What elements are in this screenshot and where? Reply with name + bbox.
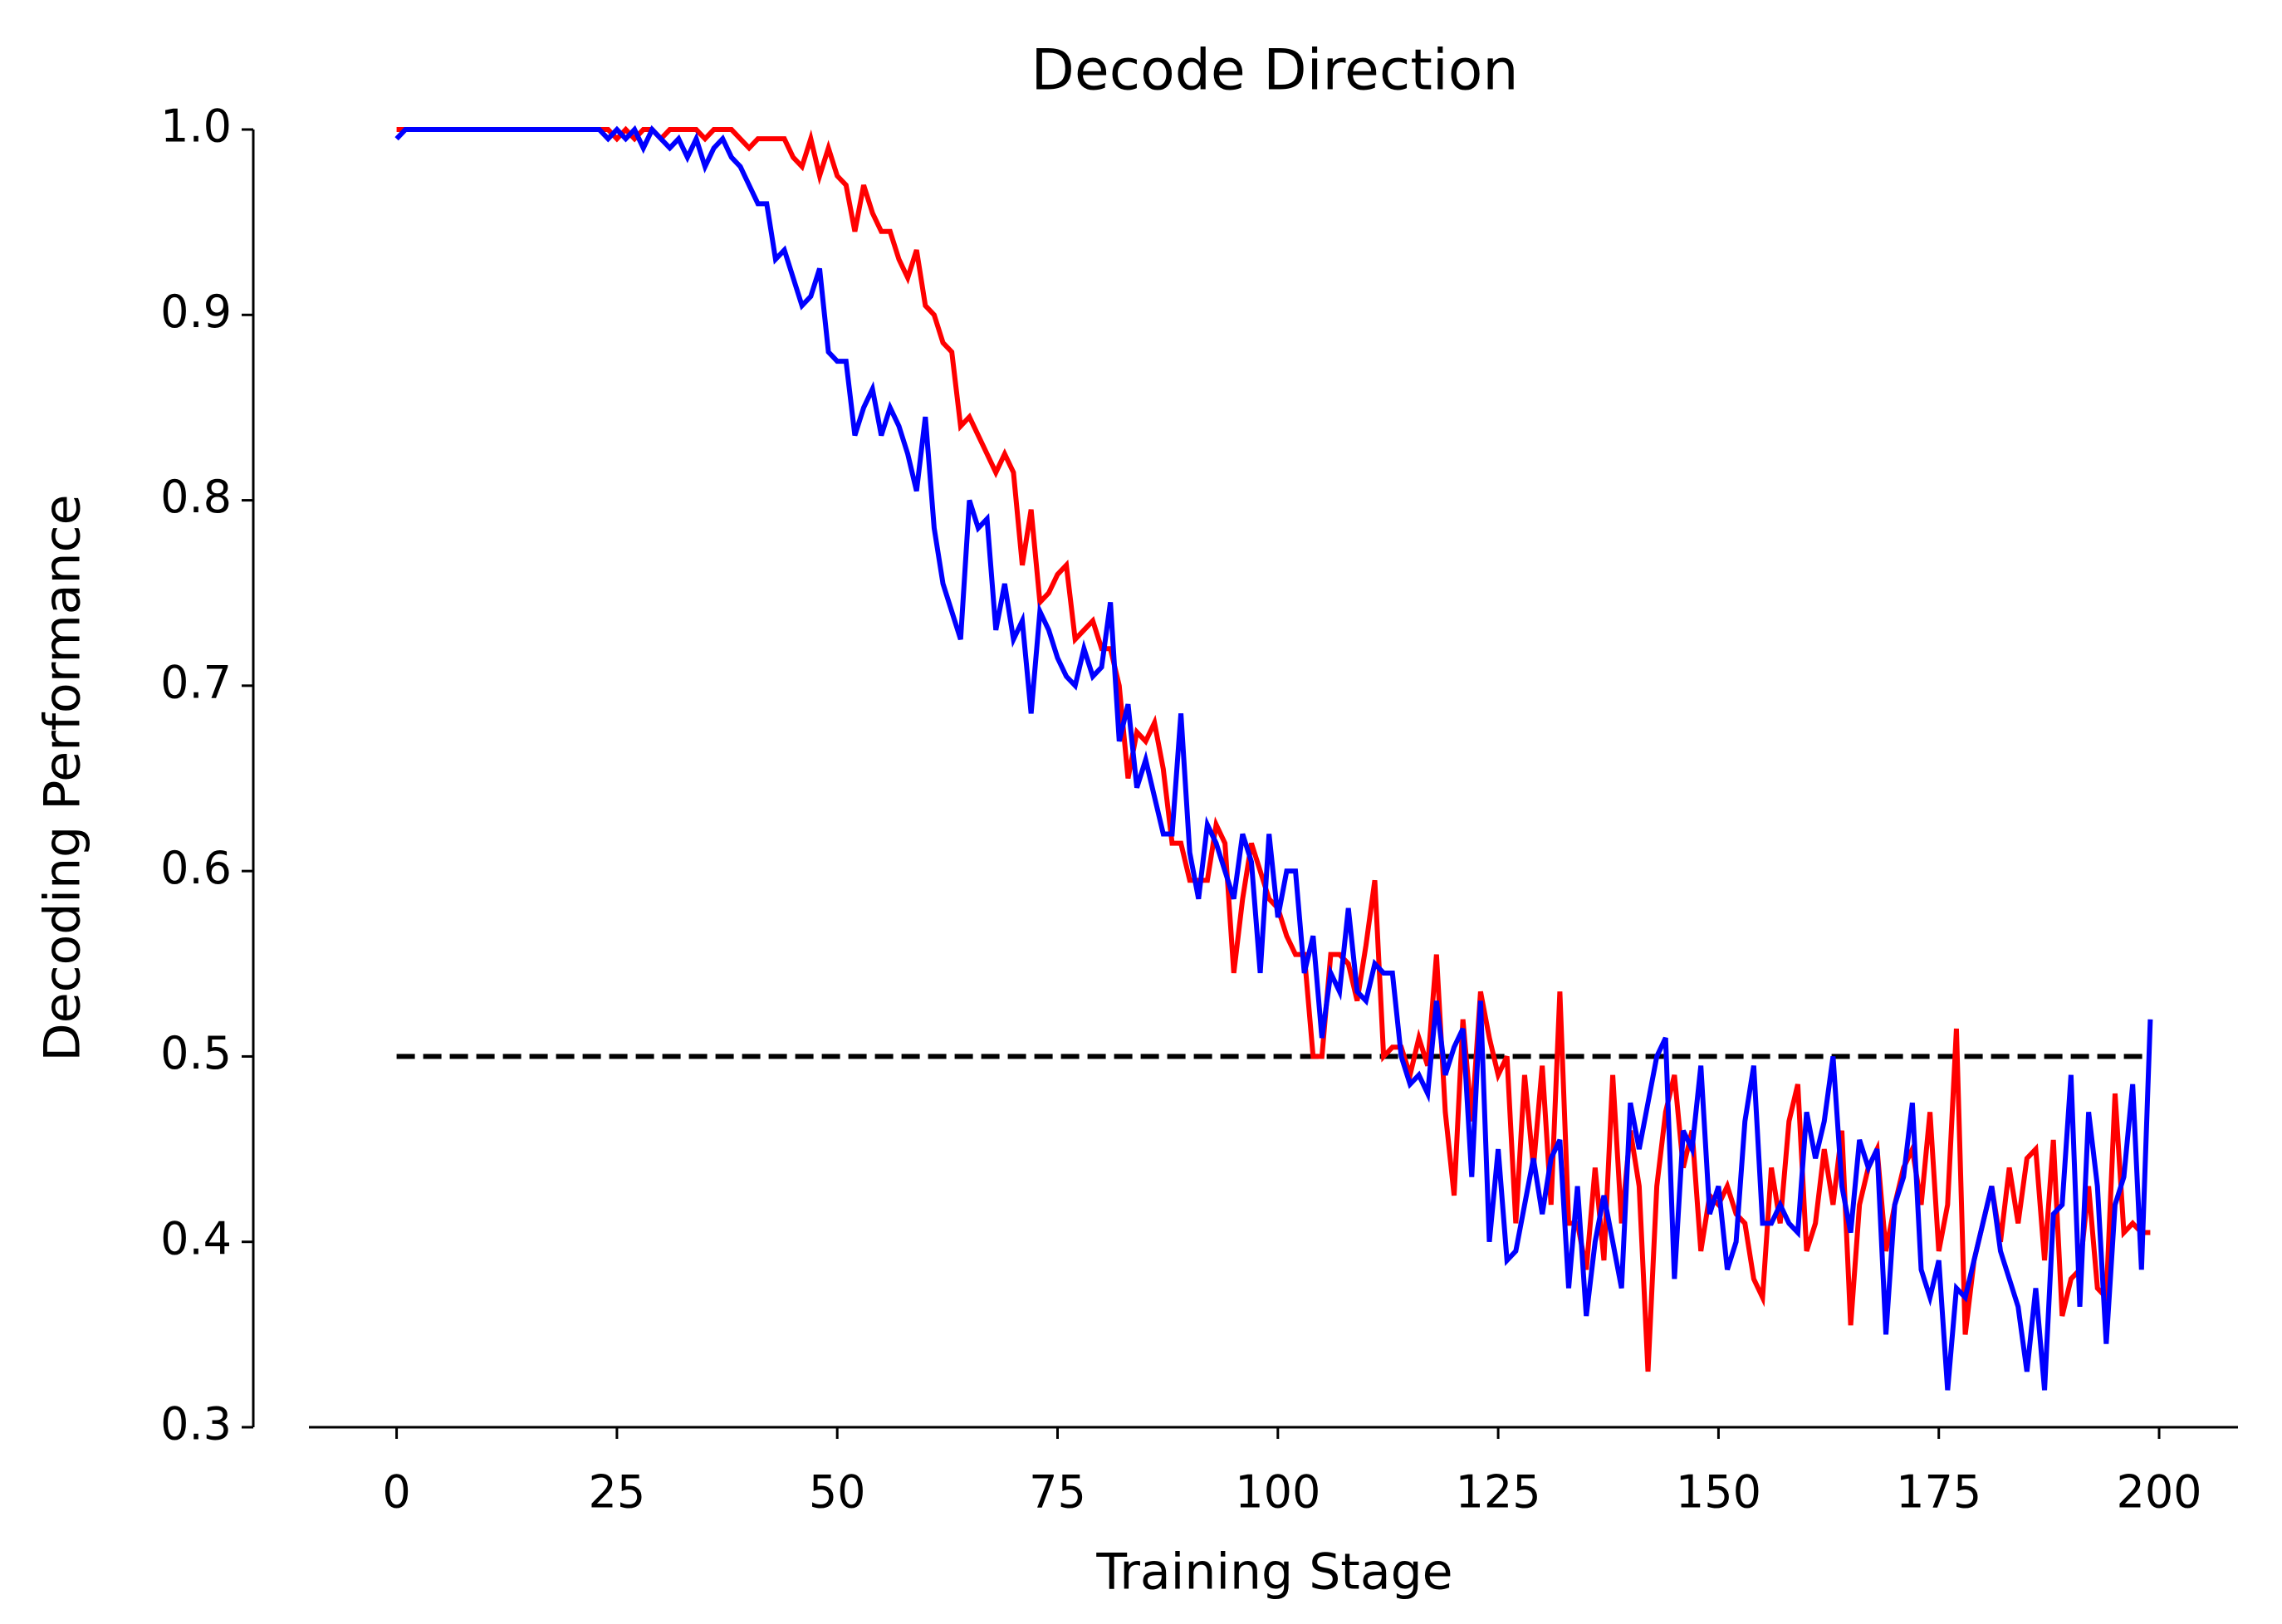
y-tick-label: 0.6: [160, 842, 232, 894]
x-tick-label: 50: [809, 1466, 866, 1519]
x-tick-label: 125: [1456, 1466, 1541, 1519]
x-tick-label: 75: [1029, 1466, 1086, 1519]
series-line: [394, 125, 2153, 1391]
chart-title: Decode Direction: [1031, 38, 1519, 104]
y-tick-label: 0.4: [160, 1212, 232, 1264]
y-tick-label: 0.8: [160, 471, 232, 523]
y-tick-label: 0.5: [160, 1027, 232, 1079]
x-axis-label: Training Stage: [1095, 1543, 1452, 1602]
x-tick-label: 100: [1235, 1466, 1320, 1519]
y-tick-label: 1.0: [160, 100, 232, 153]
series-line: [396, 125, 2151, 1372]
x-tick-label: 200: [2116, 1466, 2201, 1519]
x-tick-label: 0: [382, 1466, 410, 1519]
x-tick-label: 25: [589, 1466, 646, 1519]
x-tick-label: 175: [1896, 1466, 1981, 1519]
x-tick-label: 150: [1676, 1466, 1761, 1519]
y-tick-label: 0.7: [160, 656, 232, 708]
y-tick-label: 0.9: [160, 286, 232, 338]
y-tick-label: 0.3: [160, 1398, 232, 1450]
y-axis-label: Decoding Performance: [34, 495, 92, 1062]
